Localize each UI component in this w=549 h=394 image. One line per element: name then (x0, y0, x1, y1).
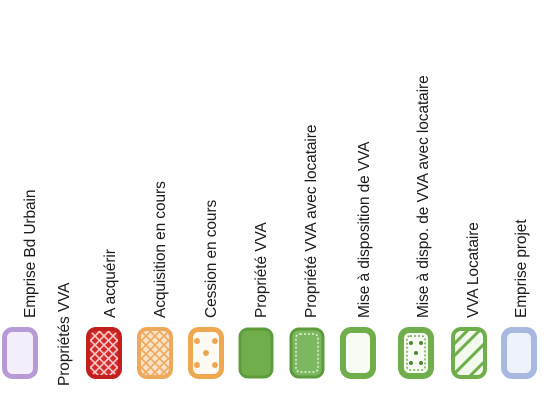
orange-dotted-outline-box-swatch (188, 327, 224, 379)
legend-label-cession-en-cours: Cession en cours (203, 199, 220, 318)
legend-label-proprietes-vva: Propriétés VVA (56, 282, 73, 386)
legend-label-propriete-vva-avec-locataire: Propriété VVA avec locataire (303, 124, 320, 318)
legend-label-emprise-projet: Emprise projet (513, 219, 530, 318)
legend-label-a-acquerir: A acquérir (102, 249, 119, 318)
orange-crosshatch-box-swatch (137, 327, 173, 379)
lavender-outline-box-swatch (2, 327, 38, 379)
legend-label-mise-a-disposition-de-vva: Mise à disposition de VVA (356, 141, 373, 318)
red-crosshatch-box-swatch (86, 327, 122, 379)
legend-label-mise-a-dispo-avec-locataire: Mise à dispo. de VVA avec locataire (415, 75, 432, 318)
legend-label-acquisition-en-cours: Acquisition en cours (152, 181, 169, 318)
legend-label-propriete-vva: Propriété VVA (253, 222, 270, 318)
green-outline-dotted-box-swatch (398, 327, 434, 379)
green-diagonal-box-swatch (451, 327, 487, 379)
legend-label-vva-locataire: VVA Locataire (465, 222, 482, 318)
green-filled-box-swatch (238, 327, 274, 379)
green-dotted-box-swatch (289, 327, 325, 379)
blue-outline-box-swatch (501, 327, 537, 379)
legend-label-emprise-bd-urbain: Emprise Bd Urbain (22, 189, 39, 318)
green-outline-box-swatch (340, 327, 376, 379)
